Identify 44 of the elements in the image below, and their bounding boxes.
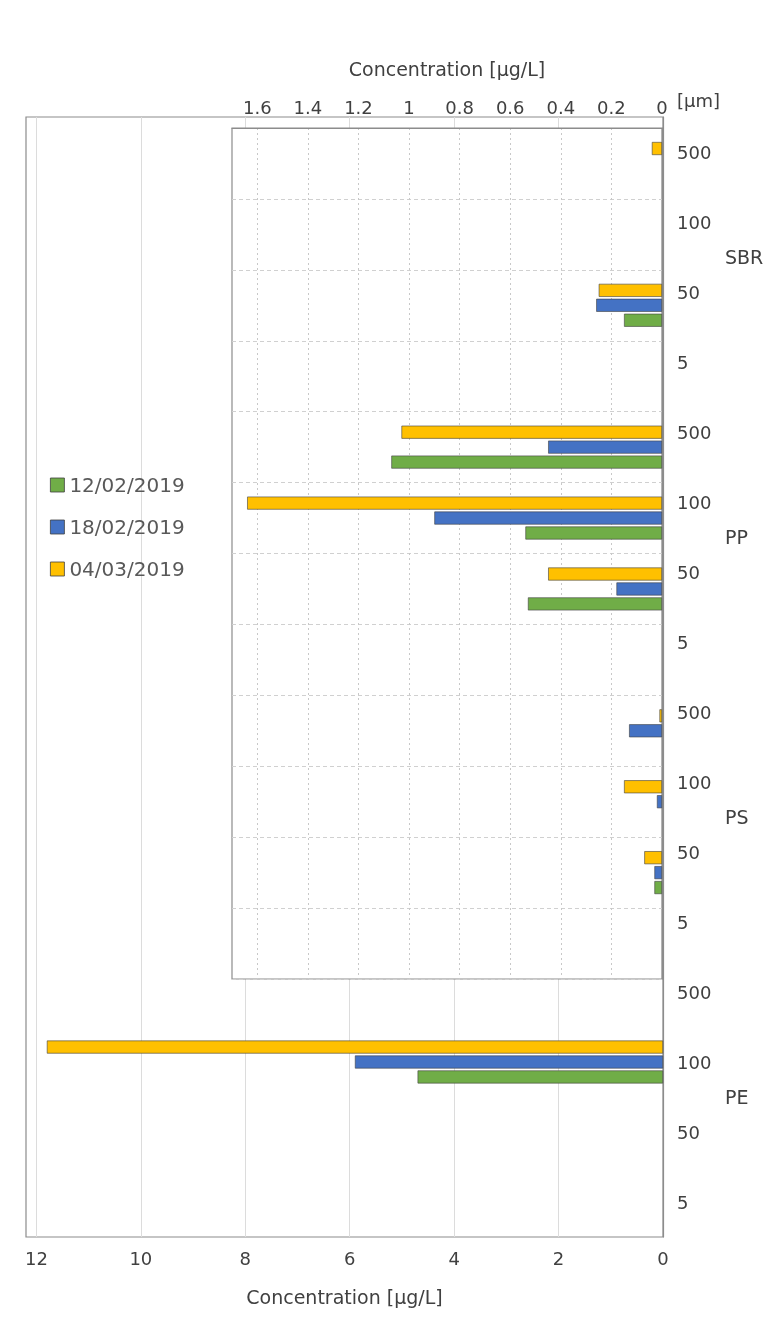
x-tick-label: 0.2	[597, 96, 626, 118]
x-tick-label: 0.8	[445, 96, 474, 118]
x-tick-label: 0.6	[495, 96, 525, 118]
y-tick-label: 500	[677, 701, 712, 723]
x-axis-title: Concentration [µg/L]	[348, 57, 546, 80]
bar	[651, 142, 662, 156]
bar	[654, 881, 662, 895]
x-tick-label: 12	[24, 1247, 48, 1269]
y-axis-title: [µm]	[677, 89, 721, 111]
y-tick-label: 50	[677, 281, 700, 303]
x-tick-label: 4	[448, 1247, 460, 1269]
text: PE	[725, 1086, 749, 1108]
legend-label: 18/02/2019	[69, 515, 185, 539]
x-tick-label: 0.4	[546, 96, 576, 118]
text: PS	[725, 806, 749, 828]
text: PP	[725, 526, 748, 548]
y-tick-label: 50	[677, 561, 700, 583]
x-tick-label: 1	[403, 96, 415, 118]
x-tick-label: 1.2	[344, 96, 373, 118]
x-tick-label: 10	[129, 1247, 153, 1269]
x-tick-label: 8	[239, 1247, 252, 1269]
y-tick-label: 5	[677, 911, 689, 933]
legend-label: 12/02/2019	[69, 473, 185, 497]
y-tick-label: 5	[677, 631, 689, 653]
y-tick-label: 500	[677, 421, 712, 443]
x-tick-label: 1.6	[242, 96, 272, 118]
text: SBR	[725, 246, 764, 268]
x-axis-title: Concentration [µg/L]	[246, 1285, 443, 1308]
x-tick-label: 0	[657, 1247, 669, 1269]
x-tick-label: 1.4	[293, 96, 323, 118]
y-tick-label: 500	[677, 141, 712, 163]
y-tick-label: 100	[677, 211, 712, 233]
y-tick-label: 100	[677, 1051, 712, 1073]
x-tick-label: 0	[656, 96, 668, 118]
y-tick-label: 500	[677, 981, 712, 1003]
y-tick-label: 50	[677, 841, 700, 863]
y-tick-label: 100	[677, 491, 712, 513]
legend-label: 04/03/2019	[69, 557, 185, 581]
x-tick-label: 6	[343, 1247, 356, 1269]
y-tick-label: 50	[677, 1121, 700, 1143]
y-tick-label: 100	[677, 771, 712, 793]
y-tick-label: 5	[677, 1191, 689, 1213]
y-tick-label: 5	[677, 351, 689, 373]
x-tick-label: 2	[552, 1247, 565, 1269]
